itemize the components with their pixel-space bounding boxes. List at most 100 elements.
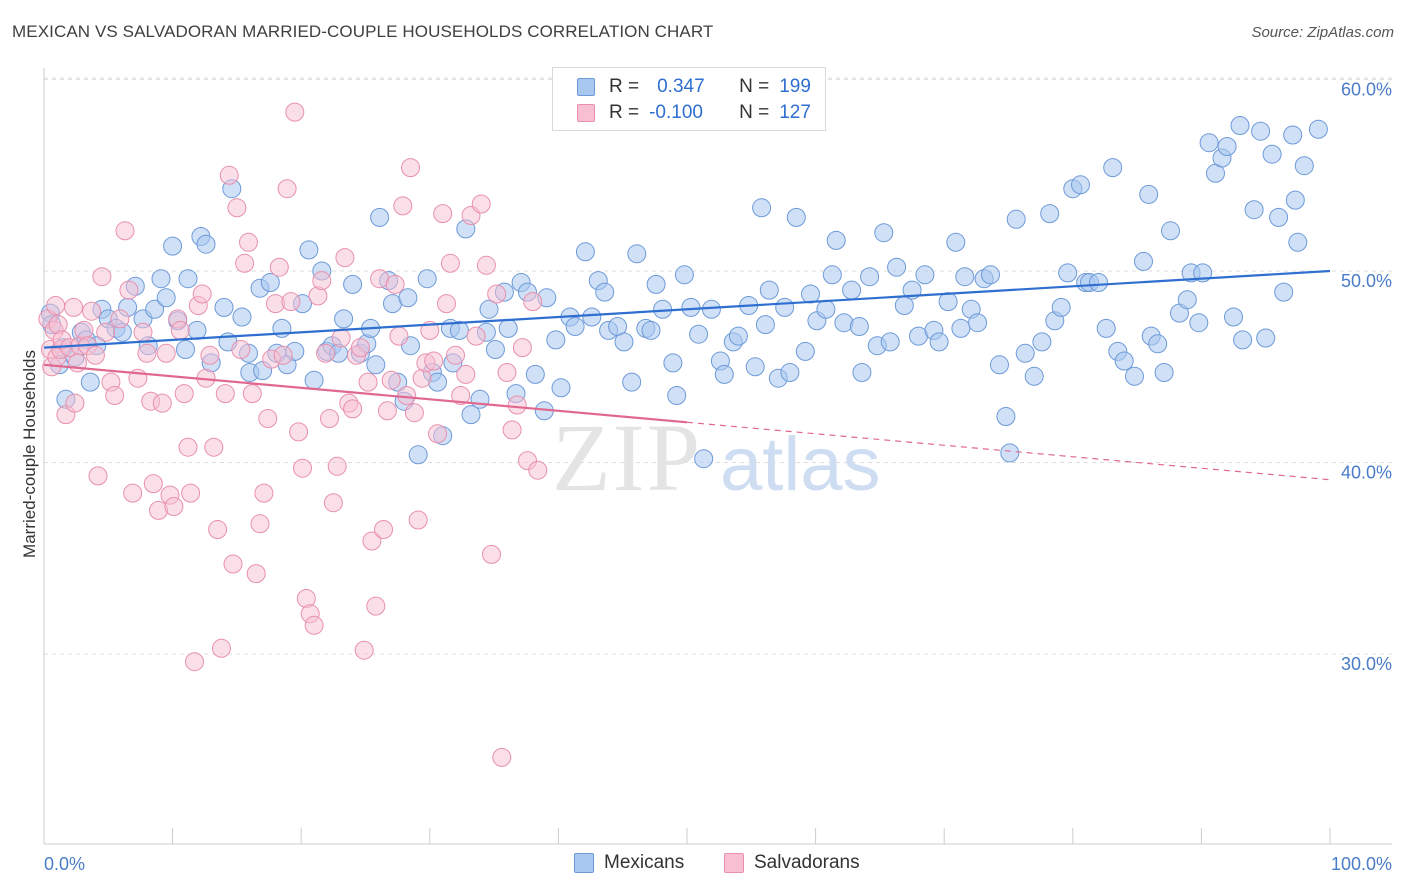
mexicans-point	[622, 372, 642, 392]
chart-title: MEXICAN VS SALVADORAN MARRIED-COUPLE HOU…	[12, 22, 714, 41]
mexicans-point	[795, 341, 815, 361]
salvadorans-point	[401, 158, 420, 178]
mexicans-point	[874, 223, 894, 243]
mexicans-trend-line	[43, 269, 1331, 349]
salvadorans-point	[433, 204, 453, 224]
salvadorans-point	[331, 328, 351, 348]
y-tick-labels: 30.0% 40.0% 50.0% 60.0%	[1341, 80, 1392, 675]
salvadorans-point	[304, 615, 324, 635]
mexicans-point	[1269, 207, 1289, 227]
mexicans-point	[1294, 156, 1314, 176]
mexicans-point	[1103, 158, 1123, 178]
mexicans-point	[299, 240, 319, 260]
mexicans-point	[1244, 200, 1264, 220]
salvadorans-point	[115, 221, 135, 241]
salvadorans-point	[316, 343, 336, 363]
salvadorans-point	[289, 422, 309, 442]
mexicans-point	[1251, 121, 1271, 141]
mexicans-point	[1230, 116, 1250, 135]
legend-n-value-salvadorans: 127	[779, 102, 811, 123]
mexicans-point	[1032, 332, 1052, 352]
salvadorans-point	[170, 320, 190, 340]
mexicans-point	[156, 288, 176, 308]
mexicans-point	[449, 320, 469, 340]
salvadorans-point	[46, 296, 66, 315]
mexicans-point	[1199, 133, 1219, 153]
watermark: ZIP atlas	[552, 404, 881, 511]
salvadorans-point	[497, 363, 517, 382]
mexicans-point	[714, 364, 734, 384]
mexicans-point	[990, 355, 1009, 375]
mexicans-point	[232, 307, 252, 327]
legend-item-salvadorans[interactable]: Salvadorans	[724, 852, 860, 874]
salvadorans-point	[323, 493, 343, 513]
mexicans-point	[759, 280, 779, 300]
salvadorans-point	[335, 248, 355, 268]
salvadorans-point	[507, 395, 527, 415]
mexicans-point	[929, 332, 949, 352]
salvadorans-point	[389, 326, 409, 346]
salvadorans-point	[156, 343, 176, 363]
salvadorans-point	[143, 474, 163, 494]
salvadorans-point	[96, 322, 116, 342]
salvadorans-point	[281, 292, 301, 312]
mexicans-point	[627, 244, 647, 264]
mexicans-swatch	[574, 853, 594, 873]
salvadorans-point	[428, 424, 447, 444]
salvadorans-point	[385, 274, 405, 294]
salvadorans-point	[200, 345, 220, 365]
mexicans-point	[786, 207, 806, 227]
watermark-zip: ZIP	[552, 404, 702, 511]
mexicans-point	[775, 297, 795, 317]
salvadorans-point	[92, 267, 112, 287]
mexicans-point	[546, 330, 566, 350]
mexicans-point	[196, 234, 216, 254]
salvadorans-point	[362, 531, 382, 551]
salvadorans-point	[223, 554, 243, 574]
mexicans-point	[849, 317, 869, 336]
salvadorans-point	[523, 292, 543, 312]
salvadorans-trend-line	[43, 363, 688, 424]
x-ticks	[43, 828, 1331, 844]
mexicans-point	[938, 292, 958, 312]
mexicans-point	[1071, 175, 1090, 195]
mexicans-point	[816, 299, 836, 319]
legend-row-mexicans: R = 0.347 N = 199	[553, 74, 811, 100]
salvadorans-point	[377, 401, 397, 421]
mexicans-point	[151, 269, 171, 289]
mexicans-point	[1006, 209, 1026, 229]
mexicans-point	[996, 407, 1016, 426]
salvadorans-point	[528, 460, 548, 480]
salvadorans-trend-extension	[686, 421, 1331, 481]
trend-lines	[43, 269, 1331, 481]
mexicans-point	[214, 297, 234, 317]
mexicans-point	[595, 282, 615, 302]
mexicans-point	[887, 257, 907, 277]
legend-item-mexicans[interactable]: Mexicans	[574, 852, 684, 874]
salvadorans-points	[38, 102, 548, 767]
legend-r-label: R =	[609, 76, 640, 97]
mexicans-point	[398, 288, 418, 308]
mexicans-point	[728, 326, 748, 346]
y-tick-label: 60.0%	[1341, 80, 1392, 100]
mexicans-point	[1274, 282, 1294, 302]
mexicans-point	[1096, 318, 1116, 338]
mexicans-point	[1134, 251, 1153, 271]
salvadorans-point	[212, 638, 231, 658]
mexicans-point	[1189, 313, 1209, 333]
mexicans-point	[646, 274, 666, 294]
mexicans-point	[826, 230, 846, 250]
mexicans-point	[187, 320, 207, 340]
salvadorans-point	[437, 294, 456, 314]
salvadorans-point	[466, 326, 486, 346]
salvadorans-point	[64, 297, 84, 317]
salvadorans-point	[88, 466, 108, 486]
mexicans-point	[1308, 119, 1328, 139]
mexicans-point	[525, 364, 545, 384]
mexicans-point	[981, 265, 1000, 285]
legend-n-value-mexicans: 199	[779, 76, 811, 97]
mexicans-point	[575, 242, 595, 262]
salvadorans-point	[137, 343, 157, 363]
watermark-atlas: atlas	[720, 422, 881, 507]
